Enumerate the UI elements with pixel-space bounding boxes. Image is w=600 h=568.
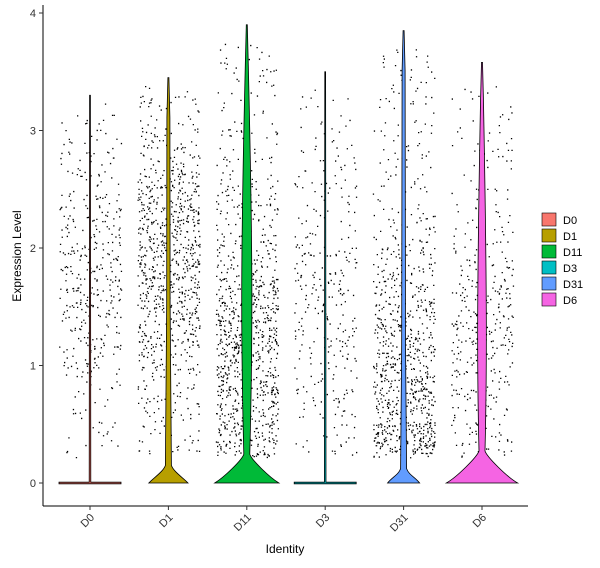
x-tick-label-D3: D3 <box>314 512 332 530</box>
y-tick-label-3: 3 <box>30 126 36 138</box>
violin-D3 <box>293 71 357 485</box>
legend-label-D1: D1 <box>563 231 577 243</box>
legend-label-D0: D0 <box>563 215 577 227</box>
y-tick-label-2: 2 <box>30 243 36 255</box>
points-layer <box>59 43 515 459</box>
violin-D0 <box>58 94 122 485</box>
y-tick-label-0: 0 <box>30 478 36 490</box>
violin-D31 <box>386 30 421 484</box>
x-axis-title: Identity <box>266 542 305 556</box>
legend-key-D6 <box>541 292 557 307</box>
x-tick-label-D6: D6 <box>471 512 489 530</box>
legend-label-D31: D31 <box>563 279 583 291</box>
ticks-layer: D0 D1 D11 D3 D31 D6 0 1 2 3 4 <box>30 8 489 534</box>
violin-D11 <box>213 24 281 484</box>
y-tick-label-4: 4 <box>30 8 36 20</box>
legend-label-D11: D11 <box>563 247 582 259</box>
violin-layer <box>58 24 520 485</box>
x-tick-label-D11: D11 <box>232 512 254 534</box>
y-axis-title: Expression Level <box>10 210 24 301</box>
legend-key-D11 <box>541 244 557 259</box>
legend-key-D0 <box>541 212 557 227</box>
violin-D1 <box>147 77 189 484</box>
legend-label-D3: D3 <box>563 263 577 275</box>
legend: D0 D1 D11 D3 D31 D6 <box>541 212 583 307</box>
x-tick-label-D1: D1 <box>157 512 175 530</box>
legend-key-D1 <box>541 228 557 243</box>
y-tick-label-1: 1 <box>30 361 36 373</box>
violin-D6 <box>444 61 520 484</box>
legend-key-D3 <box>541 260 557 275</box>
legend-key-D31 <box>541 276 557 291</box>
x-tick-label-D0: D0 <box>79 512 97 530</box>
x-tick-label-D31: D31 <box>388 512 411 535</box>
axes-layer <box>42 5 528 507</box>
legend-label-D6: D6 <box>563 295 577 307</box>
points-D31 <box>372 49 436 459</box>
